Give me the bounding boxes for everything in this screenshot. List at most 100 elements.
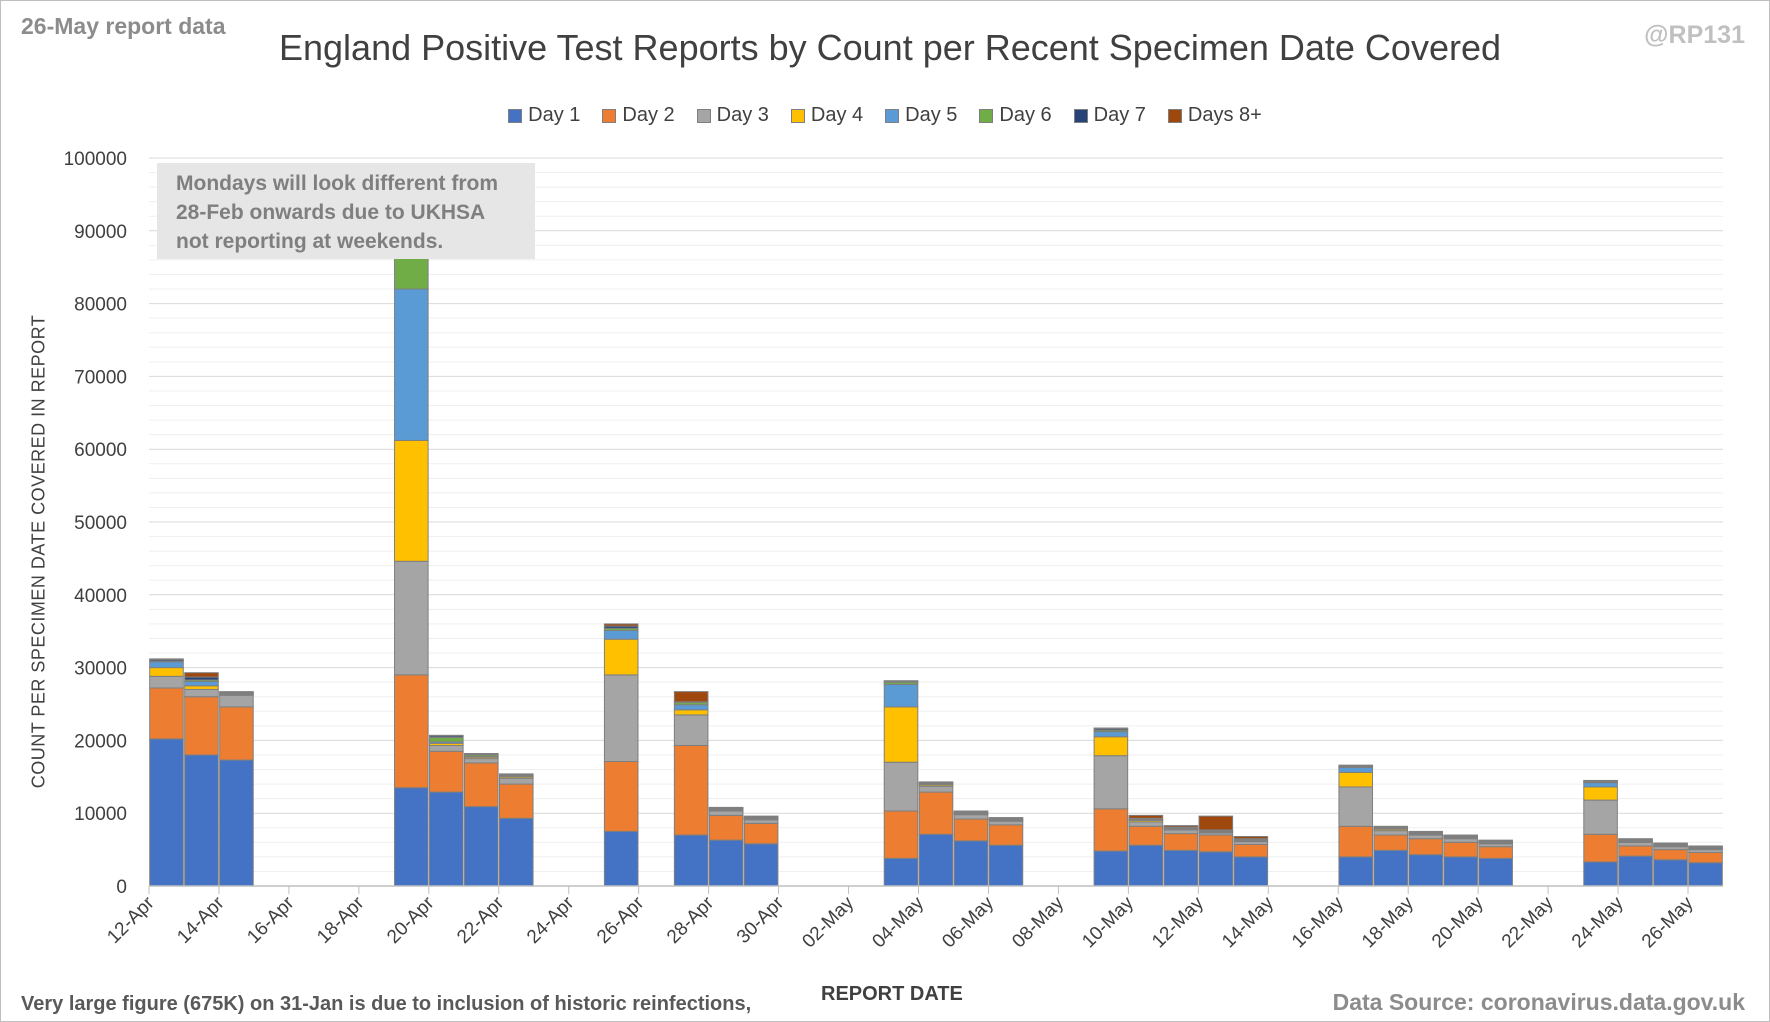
x-tick-label: 16-May	[1288, 892, 1348, 952]
bar-segment	[1688, 862, 1723, 887]
legend-swatch	[1167, 108, 1182, 123]
bar-segment	[394, 560, 429, 676]
bar-segment	[463, 806, 499, 887]
bar-segment	[953, 840, 989, 887]
bar-segment	[1618, 855, 1653, 887]
bar-segment	[1478, 857, 1513, 887]
bar-segment	[1093, 731, 1129, 738]
x-tick-label: 24-Apr	[523, 892, 579, 948]
annotation-line-1: Mondays will look different from	[176, 172, 499, 195]
bar-segment	[149, 658, 184, 661]
bar-segment	[1618, 838, 1653, 840]
x-tick-label: 24-May	[1568, 892, 1628, 952]
bar-segment	[149, 661, 184, 669]
bar-segment	[1338, 771, 1374, 788]
bar-segment	[1163, 825, 1199, 828]
bar-segment	[1653, 859, 1688, 887]
bar-segment	[953, 814, 989, 820]
bar-segment	[883, 810, 919, 859]
legend-label: Day 3	[716, 104, 769, 126]
bar-segment	[498, 783, 534, 819]
x-tick-label: 30-Apr	[733, 892, 789, 948]
bar-segment	[1653, 849, 1688, 861]
bar-segment	[1373, 825, 1409, 828]
x-tick-label: 22-Apr	[453, 892, 509, 948]
legend-swatch	[1073, 108, 1088, 123]
x-tick-label: 06-May	[938, 892, 998, 952]
bar-segment	[743, 815, 779, 818]
y-tick-label: 90000	[74, 222, 127, 243]
bar-segment	[743, 843, 779, 887]
bar-segment	[988, 824, 1024, 846]
bar-segment	[1583, 786, 1618, 801]
legend-item: Day 2	[602, 104, 675, 127]
bar-segment	[394, 674, 429, 789]
bar-segment	[1338, 825, 1374, 858]
bar-segment	[184, 688, 219, 698]
bar-segment	[498, 817, 534, 887]
y-tick-label: 20000	[74, 731, 127, 752]
x-tick-label: 18-May	[1358, 892, 1418, 952]
x-axis-title: REPORT DATE	[821, 983, 963, 1005]
legend-label: Day 4	[810, 104, 864, 126]
bar-segment	[1373, 834, 1409, 851]
bar-segment	[1233, 844, 1269, 858]
legend-swatch	[979, 108, 994, 123]
bar-segment	[1688, 845, 1723, 848]
bar-segment	[988, 820, 1024, 826]
bar-segment	[1093, 727, 1129, 730]
bar-segment	[1128, 844, 1164, 887]
legend-item: Day 3	[696, 104, 769, 127]
bar-segment	[219, 759, 254, 887]
bar-segment	[1653, 842, 1688, 845]
bar-segment	[149, 738, 184, 887]
bar-segment	[1478, 839, 1513, 842]
bar-segment	[149, 675, 184, 689]
legend-item: Day 7	[1073, 104, 1146, 127]
bar-segment	[603, 674, 639, 763]
legend-swatch	[885, 108, 900, 123]
bar-segment	[1093, 755, 1129, 810]
legend-swatch	[790, 108, 805, 123]
y-tick-label: 40000	[74, 586, 127, 607]
bar-segment	[1688, 852, 1723, 864]
legend-item: Days 8+	[1167, 104, 1262, 127]
bar-segment	[394, 787, 429, 887]
bar-segment	[1338, 786, 1374, 827]
bar-segment	[1128, 814, 1164, 819]
x-tick-label: 20-Apr	[383, 892, 439, 948]
bar-segment	[463, 758, 499, 764]
bar-segment	[603, 830, 639, 887]
bar-segment	[1618, 845, 1653, 857]
data-source: Data Source: coronavirus.data.gov.uk	[1332, 989, 1745, 1015]
x-tick-label: 14-Apr	[173, 892, 229, 948]
bar-segment	[429, 750, 464, 793]
legend-item: Day 4	[790, 104, 864, 127]
bar-segment	[219, 706, 254, 761]
legend-label: Day 6	[999, 104, 1052, 126]
y-tick-label: 30000	[74, 659, 127, 680]
bar-segment	[1583, 782, 1618, 788]
bar-segment	[603, 629, 639, 640]
bar-segment	[673, 714, 709, 746]
report-date-label: 26-May report data	[21, 13, 226, 39]
legend-swatch	[696, 108, 711, 123]
legend-item: Day 1	[508, 104, 580, 127]
bar-segment	[1198, 851, 1234, 887]
bar-segment	[708, 810, 744, 816]
bar-segment	[603, 623, 639, 627]
legend-label: Day 7	[1093, 104, 1146, 126]
bar-segment	[1163, 829, 1199, 835]
bar-segment	[918, 833, 954, 887]
bar-segment	[953, 818, 989, 842]
y-tick-label: 50000	[74, 513, 127, 534]
footnote: Very large figure (675K) on 31-Jan is du…	[21, 993, 752, 1015]
bar-segment	[1233, 835, 1269, 840]
chart-title: England Positive Test Reports by Count p…	[279, 27, 1501, 68]
x-tick-label: 16-Apr	[243, 892, 299, 948]
bar-segment	[708, 806, 744, 809]
bar-segment	[1443, 841, 1478, 858]
bar-segment	[883, 706, 919, 763]
x-tick-label: 28-Apr	[663, 892, 719, 948]
